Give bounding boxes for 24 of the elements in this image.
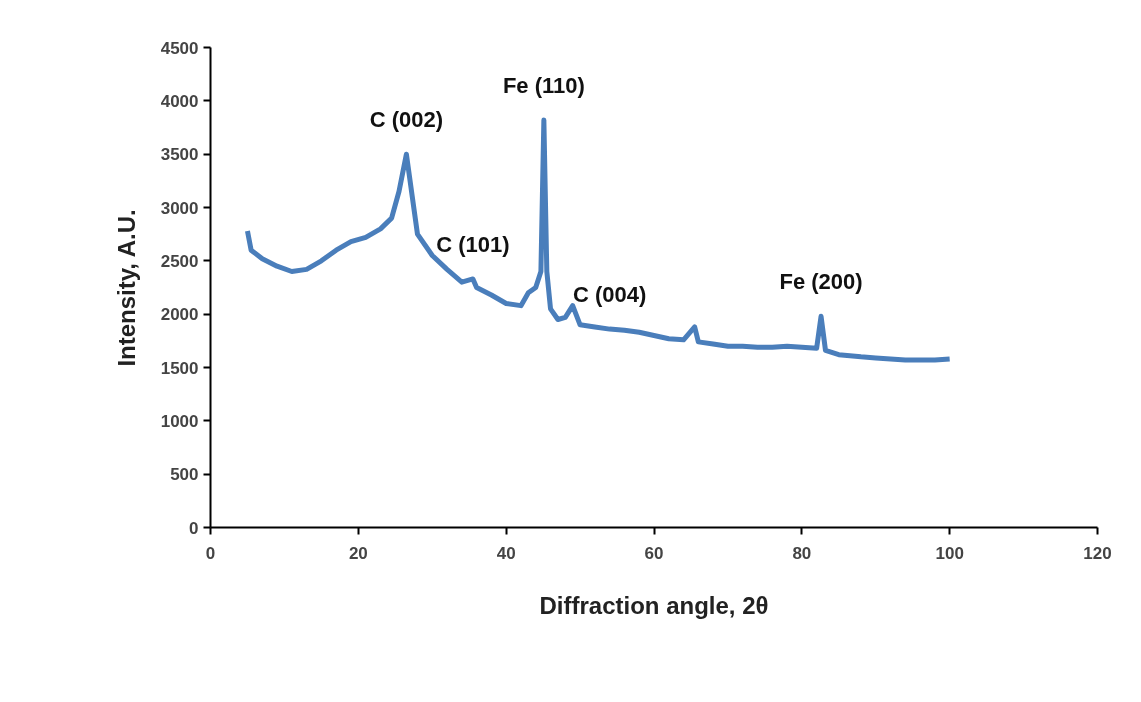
x-tick-label: 0 xyxy=(205,543,216,563)
x-tick-label: 60 xyxy=(644,543,664,563)
x-tick-label: 40 xyxy=(496,543,516,563)
annotation: Fe (200) xyxy=(779,269,863,295)
y-tick-label: 2500 xyxy=(160,251,199,271)
x-tick-label: 20 xyxy=(348,543,368,563)
y-tick-label: 1500 xyxy=(160,358,199,378)
y-tick-label: 4500 xyxy=(160,38,199,58)
annotation: C (002) xyxy=(369,107,444,133)
y-tick-label: 500 xyxy=(170,465,199,485)
y-tick-label: 4000 xyxy=(160,91,199,111)
x-tick-label: 120 xyxy=(1083,543,1112,563)
y-tick-label: 3000 xyxy=(160,198,199,218)
x-tick-label: 100 xyxy=(935,543,964,563)
annotation: C (101) xyxy=(436,231,510,257)
y-tick-label: 1000 xyxy=(160,411,199,431)
x-axis-title: Diffraction angle, 2θ xyxy=(539,591,769,619)
y-axis-title: Intensity, A.U. xyxy=(112,209,140,367)
annotation: C (004) xyxy=(572,282,647,308)
y-tick-label: 3500 xyxy=(160,145,199,165)
annotation: Fe (110) xyxy=(502,73,585,99)
y-tick-label: 0 xyxy=(189,518,199,538)
x-tick-label: 80 xyxy=(792,543,812,563)
y-tick-label: 2000 xyxy=(160,305,199,325)
